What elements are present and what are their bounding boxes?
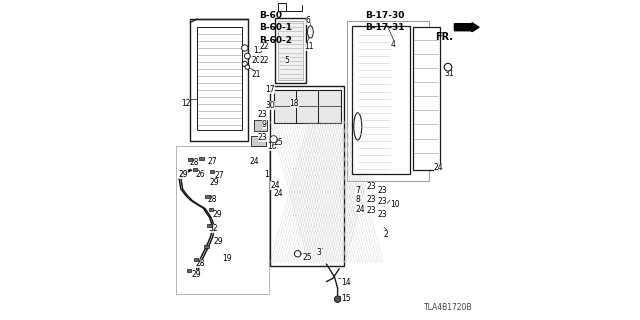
Text: 16: 16 [268, 142, 277, 151]
Text: 27: 27 [207, 157, 217, 166]
Text: 3: 3 [317, 248, 322, 257]
Bar [347, 21, 429, 181]
Text: 29: 29 [192, 270, 202, 279]
Bar [207, 224, 212, 227]
Circle shape [444, 63, 452, 71]
Text: B-60-1: B-60-1 [259, 23, 292, 32]
Text: 9: 9 [262, 120, 267, 129]
Text: 17: 17 [266, 85, 275, 94]
Bar [193, 168, 197, 171]
Text: 4: 4 [390, 40, 396, 49]
Text: 32: 32 [208, 224, 218, 233]
Circle shape [245, 65, 250, 69]
Ellipse shape [307, 26, 314, 38]
Ellipse shape [354, 113, 362, 140]
Text: 14: 14 [340, 278, 351, 287]
Bar [274, 90, 341, 123]
Text: 18: 18 [290, 99, 299, 108]
Bar [270, 86, 344, 266]
Text: 31: 31 [445, 69, 454, 78]
Text: 23: 23 [378, 186, 387, 195]
Text: 22: 22 [259, 56, 269, 65]
Text: 8: 8 [355, 195, 360, 204]
FancyArrow shape [454, 23, 479, 32]
Bar [210, 170, 214, 173]
Circle shape [335, 296, 341, 302]
Circle shape [242, 45, 248, 51]
Bar [188, 158, 192, 161]
Text: 24: 24 [274, 189, 284, 198]
Bar [352, 26, 410, 174]
Text: 19: 19 [223, 254, 232, 263]
Bar [254, 120, 268, 131]
Circle shape [294, 251, 301, 257]
Text: 28: 28 [207, 195, 216, 204]
Text: 10: 10 [390, 200, 400, 209]
Circle shape [244, 53, 250, 59]
Text: 1: 1 [264, 170, 269, 179]
Text: 29: 29 [212, 210, 222, 219]
Text: 24: 24 [250, 157, 259, 166]
Text: 25: 25 [302, 253, 312, 262]
Text: 7: 7 [355, 186, 360, 195]
Circle shape [243, 61, 248, 67]
Text: B-17-31: B-17-31 [365, 23, 404, 32]
Bar [205, 195, 210, 198]
Bar [209, 208, 214, 211]
Text: 29: 29 [179, 170, 188, 179]
Text: FR.: FR. [435, 32, 453, 42]
Text: 24: 24 [270, 181, 280, 190]
Text: 24: 24 [434, 163, 444, 172]
Bar [176, 146, 269, 294]
Text: 23: 23 [258, 133, 268, 142]
Text: B-17-30: B-17-30 [365, 11, 404, 20]
Bar [194, 258, 198, 261]
Text: 20: 20 [251, 56, 261, 65]
Text: 13: 13 [253, 46, 262, 55]
Text: B-60-2: B-60-2 [259, 36, 292, 44]
Circle shape [270, 136, 277, 143]
Text: 25: 25 [274, 138, 284, 147]
Text: 23: 23 [258, 110, 268, 119]
Text: 23: 23 [366, 195, 376, 204]
Bar [413, 27, 440, 170]
Bar [204, 245, 209, 248]
Text: 6: 6 [306, 16, 310, 25]
Bar [191, 19, 248, 141]
Text: 23: 23 [366, 206, 376, 215]
Text: 28: 28 [189, 158, 199, 167]
Bar [278, 3, 287, 11]
Text: 5: 5 [285, 56, 290, 65]
Text: 22: 22 [259, 42, 269, 51]
Text: B-60: B-60 [259, 11, 282, 20]
Bar [200, 157, 204, 160]
Bar [187, 269, 191, 272]
Text: 24: 24 [355, 205, 365, 214]
Text: 26: 26 [196, 170, 205, 179]
Text: 28: 28 [196, 259, 205, 268]
Text: 30: 30 [266, 101, 275, 110]
Text: 27: 27 [214, 171, 224, 180]
Text: 15: 15 [340, 294, 351, 303]
Text: 23: 23 [378, 197, 387, 206]
Bar [251, 136, 266, 146]
Text: TLA4B1720B: TLA4B1720B [424, 303, 473, 312]
Bar [278, 21, 303, 80]
Text: 29: 29 [210, 178, 220, 187]
Text: 2: 2 [384, 230, 388, 239]
Text: 11: 11 [304, 42, 314, 51]
Text: 21: 21 [251, 70, 260, 79]
Text: 23: 23 [378, 210, 387, 219]
Bar [197, 27, 242, 130]
Text: 29: 29 [214, 237, 223, 246]
Text: 23: 23 [366, 182, 376, 191]
Bar [275, 18, 306, 83]
Text: 12: 12 [181, 99, 190, 108]
